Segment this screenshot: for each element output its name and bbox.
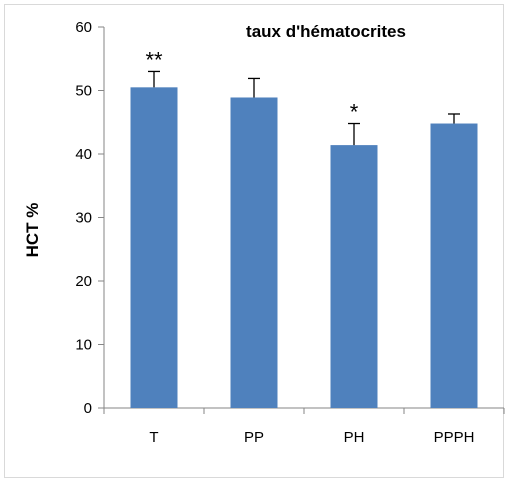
y-tick-label: 60 (75, 19, 92, 36)
y-tick-label: 30 (75, 210, 92, 227)
significance-marker: ** (145, 47, 163, 72)
significance-markers: *** (145, 47, 358, 124)
x-ticks: T PP PH PPPH (103, 408, 505, 446)
bar-ppph (430, 123, 478, 409)
y-tick-label: 10 (75, 337, 92, 354)
chart-title: taux d'hématocrites (246, 22, 406, 41)
y-tick-label: 0 (84, 400, 92, 417)
y-tick-label: 40 (75, 146, 92, 163)
y-ticks: 0 10 20 30 40 50 60 (75, 19, 104, 417)
y-tick-label: 20 (75, 273, 92, 290)
bars (130, 87, 478, 409)
bar-ph (330, 145, 378, 409)
error-bars (148, 70, 460, 146)
x-tick-label: PP (244, 429, 264, 446)
significance-marker: * (350, 100, 359, 125)
x-tick-label: PPPH (434, 429, 475, 446)
x-tick-label: T (149, 429, 158, 446)
x-tick-label: PH (344, 429, 365, 446)
bar-pp (230, 97, 278, 409)
bar-t (130, 87, 178, 408)
y-tick-label: 50 (75, 83, 92, 100)
y-axis-label: HCT % (23, 203, 42, 258)
